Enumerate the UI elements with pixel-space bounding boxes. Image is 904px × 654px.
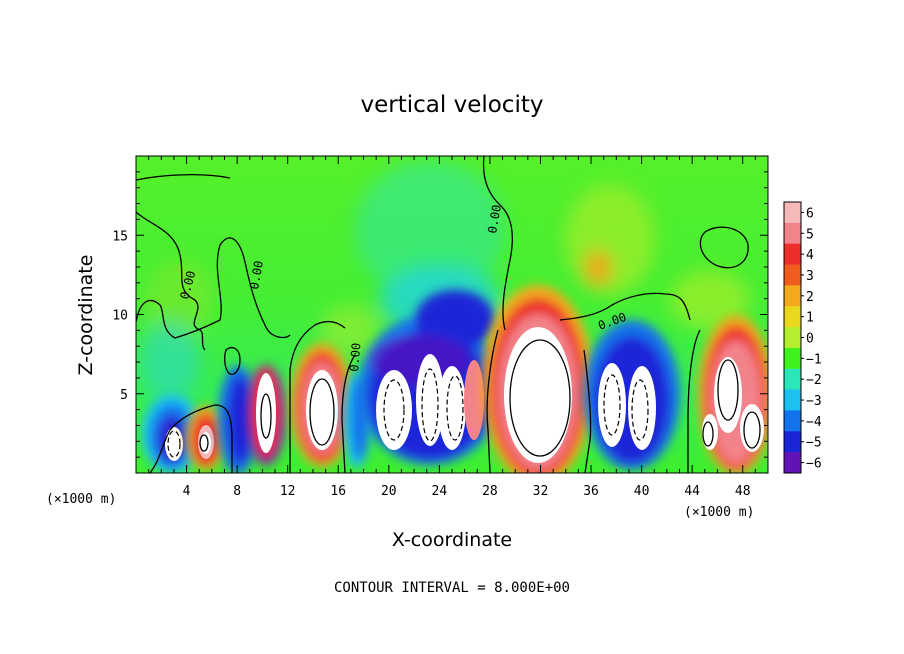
- background-fields: [140, 160, 750, 400]
- y-axis: 5 10 15: [112, 171, 768, 458]
- colorbar-tick-label: 2: [806, 290, 814, 305]
- colorbar-swatch: [784, 452, 801, 474]
- x-tick-label: 32: [533, 484, 549, 499]
- zero-contour-upper: [482, 156, 513, 331]
- zero-contour-left-lobe: [136, 237, 291, 339]
- y-tick-label: 15: [112, 229, 128, 244]
- colorbar-swatch: [784, 222, 801, 245]
- colorbar-swatch: [784, 202, 801, 224]
- x-tick-label: 40: [634, 484, 650, 499]
- colorbar: 6 5 4 3 2 1 0 −1 −2 −3 −4 −5 −6: [783, 201, 822, 474]
- contour-label: 0.00: [485, 204, 504, 235]
- colorbar-tick-label: 0: [806, 332, 814, 347]
- y-tick-label: 5: [120, 388, 128, 403]
- y-tick-label: 10: [112, 309, 128, 324]
- zero-contour-vertical-1: [289, 320, 346, 473]
- colorbar-tick-label: 4: [806, 248, 814, 263]
- x-tick-label: 4: [183, 484, 191, 499]
- zero-contour-top-right: [136, 174, 231, 181]
- colorbar-tick-label: 3: [806, 269, 814, 284]
- zero-contour-vertical-3: [486, 329, 499, 473]
- x-tick-label: 36: [583, 484, 599, 499]
- colorbar-swatch: [784, 410, 801, 432]
- contour-interval: CONTOUR INTERVAL = 8.000E+00: [334, 580, 570, 596]
- zero-contour-vertical-5: [687, 329, 701, 473]
- x-tick-label: 28: [482, 484, 498, 499]
- colorbar-swatch: [784, 306, 801, 328]
- y-axis-label: Z-coordinate: [75, 255, 97, 376]
- colorbar-swatch: [784, 389, 801, 411]
- colorbar-swatch: [784, 368, 801, 391]
- x-axis-label: X-coordinate: [392, 529, 512, 551]
- zero-contour-left: [136, 211, 206, 351]
- x-tick-label: 48: [735, 484, 751, 499]
- chart-title: vertical velocity: [361, 92, 544, 118]
- velocity-cells: [142, 285, 768, 473]
- colorbar-tick-label: −2: [806, 373, 822, 388]
- x-tick-label: 20: [381, 484, 397, 499]
- x-tick-label: 44: [684, 484, 700, 499]
- plot-area: 0.00 0.00 0.00 0.00 0.00: [136, 156, 768, 473]
- colorbar-swatch: [784, 264, 801, 286]
- x-tick-label: 8: [233, 484, 241, 499]
- colorbar-swatch: [784, 431, 801, 453]
- colorbar-tick-label: −6: [806, 457, 822, 472]
- contour-label: 0.00: [247, 260, 266, 291]
- colorbar-tick-label: 1: [806, 311, 814, 326]
- x-tick-label: 16: [330, 484, 346, 499]
- colorbar-swatch: [784, 285, 801, 307]
- x-tick-label: 24: [432, 484, 448, 499]
- colorbar-tick-label: −1: [806, 352, 822, 367]
- negative-contours: [167, 368, 649, 458]
- colorbar-swatch: [784, 327, 801, 349]
- colorbar-tick-label: 5: [806, 227, 814, 242]
- colorbar-tick-label: 6: [806, 206, 814, 221]
- zero-contour-cell-right: [699, 226, 749, 269]
- colorbar-tick-label: −4: [806, 415, 822, 430]
- zero-contour-small-left: [224, 347, 241, 375]
- zero-contour-bottom-left: [149, 404, 233, 473]
- zero-contour-vertical-4: [583, 349, 592, 473]
- colorbar-tick-label: −5: [806, 436, 822, 451]
- colorbar-swatch: [784, 243, 801, 266]
- zero-contour-vertical-2: [341, 354, 356, 473]
- x-axis: 4 8 12 16 20 24 28 32 36 40 44 48: [148, 156, 756, 499]
- colorbar-swatch: [784, 347, 801, 370]
- x-tick-label: 12: [280, 484, 296, 499]
- contour-lines: [136, 156, 761, 473]
- x-unit-right: (×1000 m): [684, 505, 754, 520]
- contour-label: 0.00: [347, 342, 363, 372]
- x-unit-left: (×1000 m): [46, 492, 116, 507]
- zero-contour-right: [559, 292, 691, 321]
- colorbar-tick-label: −3: [806, 394, 822, 409]
